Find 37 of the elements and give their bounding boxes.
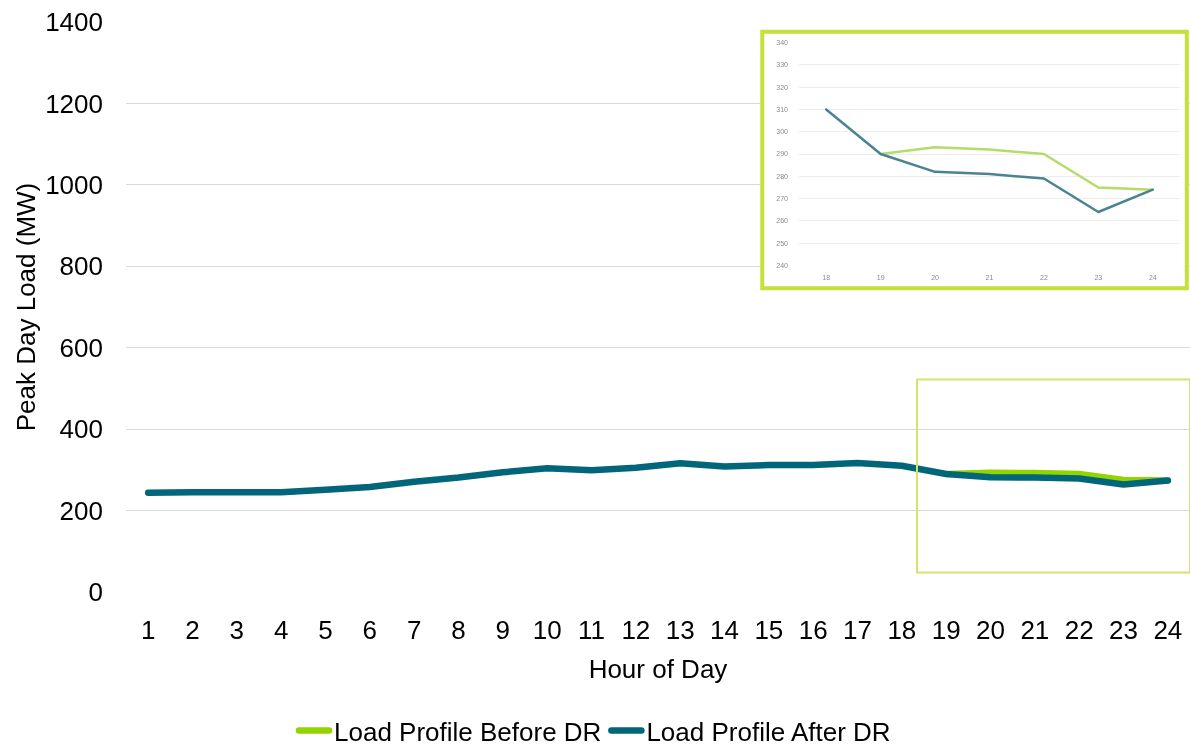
x-tick-label: 14 — [710, 615, 739, 645]
y-tick-label: 200 — [59, 495, 103, 526]
y-axis-title: Peak Day Load (MW) — [10, 182, 41, 432]
x-tick-label: 15 — [754, 615, 784, 645]
x-tick-label: 11 — [578, 615, 605, 645]
y-tick-label: 1000 — [45, 169, 103, 200]
x-tick-label: 23 — [1109, 615, 1138, 645]
line-series — [824, 108, 1155, 214]
x-tick-label: 7 — [406, 615, 422, 645]
x-tick-label: 16 — [798, 615, 828, 645]
y-tick-label: 600 — [59, 332, 103, 363]
x-axis-title: Hour of Day — [588, 653, 728, 684]
y-tick-label: 1400 — [45, 7, 103, 38]
x-tick-label: 18 — [887, 615, 917, 645]
y-tick-label: 1200 — [45, 88, 103, 119]
x-tick-label: 10 — [532, 615, 562, 645]
x-tick-label: 22 — [1064, 615, 1094, 645]
x-tick-label: 2 — [185, 615, 200, 645]
x-tick-label: 1 — [140, 615, 156, 645]
legend-label: Load Profile After DR — [646, 716, 891, 747]
x-tick-label: 12 — [621, 615, 651, 645]
x-tick-label: 9 — [495, 615, 511, 645]
x-tick-label: 24 — [1153, 615, 1183, 645]
x-tick-label: 3 — [229, 615, 245, 645]
x-tick-label: 5 — [318, 615, 333, 645]
y-tick-label: 0 — [88, 577, 103, 608]
x-tick-label: 6 — [362, 615, 378, 645]
y-tick-label: 800 — [59, 251, 103, 282]
legend-label: Load Profile Before DR — [334, 716, 602, 747]
x-tick-label: 21 — [1020, 615, 1050, 645]
x-tick-label: 20 — [976, 615, 1005, 645]
x-tick-label: 8 — [451, 615, 466, 645]
x-tick-label: 4 — [273, 615, 289, 645]
x-tick-label: 17 — [843, 615, 872, 645]
x-tick-label: 13 — [665, 615, 695, 645]
y-tick-label: 400 — [59, 414, 103, 445]
x-tick-label: 19 — [931, 615, 961, 645]
